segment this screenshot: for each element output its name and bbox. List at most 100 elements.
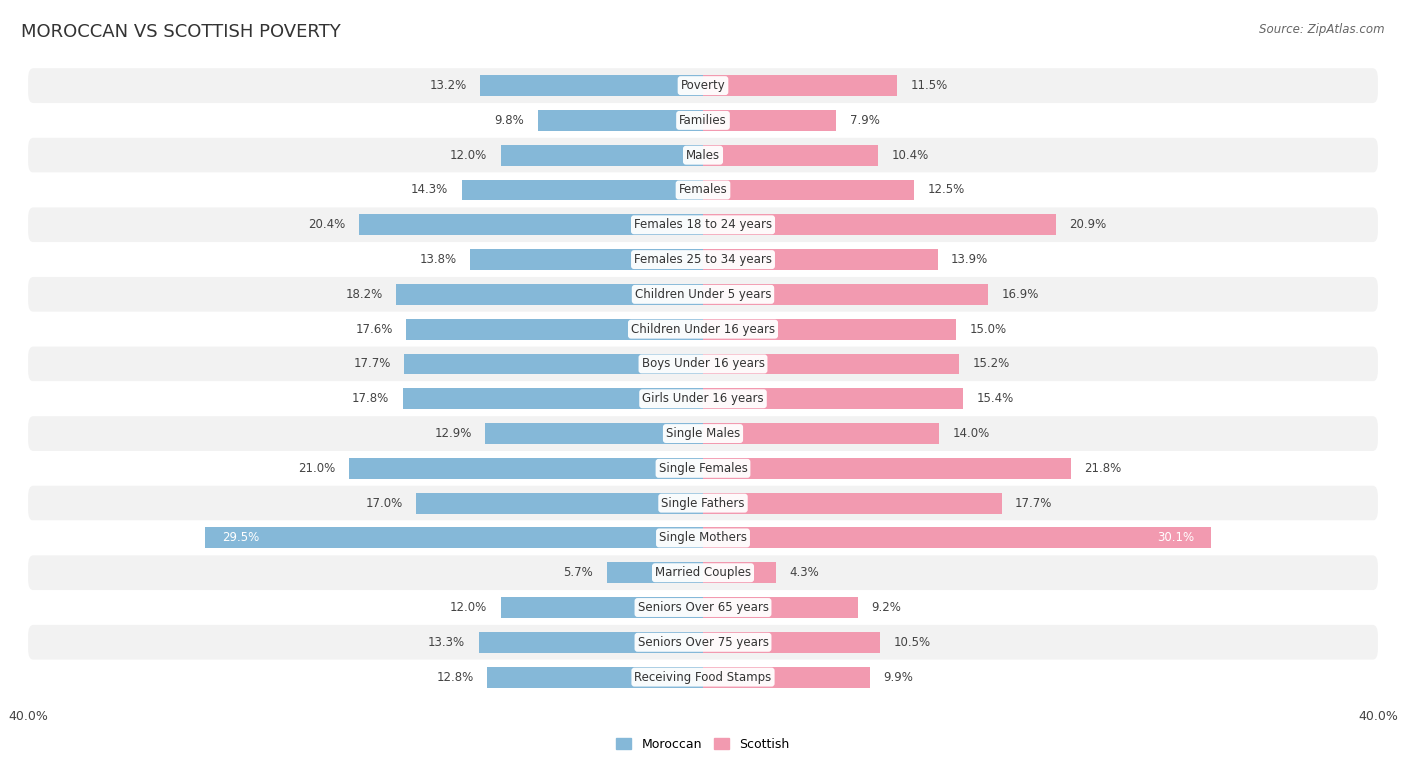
- FancyBboxPatch shape: [28, 451, 1378, 486]
- Text: 15.0%: 15.0%: [970, 323, 1007, 336]
- Bar: [703, 145, 879, 166]
- Bar: [205, 528, 703, 548]
- FancyBboxPatch shape: [28, 381, 1378, 416]
- FancyBboxPatch shape: [28, 173, 1378, 208]
- Bar: [703, 318, 956, 340]
- Text: 5.7%: 5.7%: [564, 566, 593, 579]
- Bar: [501, 145, 703, 166]
- Text: 29.5%: 29.5%: [222, 531, 259, 544]
- FancyBboxPatch shape: [28, 138, 1378, 173]
- Bar: [703, 562, 776, 583]
- Text: 9.8%: 9.8%: [495, 114, 524, 127]
- Text: Receiving Food Stamps: Receiving Food Stamps: [634, 671, 772, 684]
- FancyBboxPatch shape: [28, 277, 1378, 312]
- Bar: [416, 493, 703, 514]
- Bar: [470, 249, 703, 270]
- Text: 21.8%: 21.8%: [1084, 462, 1122, 475]
- Text: 12.5%: 12.5%: [928, 183, 965, 196]
- Text: 12.0%: 12.0%: [450, 149, 486, 161]
- FancyBboxPatch shape: [28, 590, 1378, 625]
- Text: 7.9%: 7.9%: [849, 114, 880, 127]
- Text: Females 18 to 24 years: Females 18 to 24 years: [634, 218, 772, 231]
- Bar: [703, 632, 880, 653]
- Text: 14.0%: 14.0%: [953, 427, 990, 440]
- Text: Males: Males: [686, 149, 720, 161]
- Text: Boys Under 16 years: Boys Under 16 years: [641, 358, 765, 371]
- Text: 15.2%: 15.2%: [973, 358, 1010, 371]
- Text: Single Males: Single Males: [666, 427, 740, 440]
- Text: 17.8%: 17.8%: [352, 392, 389, 406]
- Bar: [396, 284, 703, 305]
- FancyBboxPatch shape: [28, 556, 1378, 590]
- Text: 14.3%: 14.3%: [411, 183, 449, 196]
- Bar: [703, 597, 858, 618]
- Text: MOROCCAN VS SCOTTISH POVERTY: MOROCCAN VS SCOTTISH POVERTY: [21, 23, 340, 41]
- Bar: [703, 110, 837, 131]
- Text: 18.2%: 18.2%: [346, 288, 382, 301]
- Bar: [486, 667, 703, 688]
- FancyBboxPatch shape: [28, 416, 1378, 451]
- Text: Females 25 to 34 years: Females 25 to 34 years: [634, 253, 772, 266]
- Bar: [703, 180, 914, 200]
- FancyBboxPatch shape: [28, 312, 1378, 346]
- Text: 30.1%: 30.1%: [1157, 531, 1194, 544]
- Bar: [501, 597, 703, 618]
- Text: Source: ZipAtlas.com: Source: ZipAtlas.com: [1260, 23, 1385, 36]
- FancyBboxPatch shape: [28, 346, 1378, 381]
- Bar: [402, 388, 703, 409]
- Legend: Moroccan, Scottish: Moroccan, Scottish: [612, 733, 794, 756]
- Bar: [607, 562, 703, 583]
- Bar: [406, 318, 703, 340]
- FancyBboxPatch shape: [28, 103, 1378, 138]
- Text: 9.2%: 9.2%: [872, 601, 901, 614]
- Bar: [359, 215, 703, 235]
- Text: 21.0%: 21.0%: [298, 462, 335, 475]
- Text: 13.9%: 13.9%: [950, 253, 988, 266]
- Text: 13.8%: 13.8%: [419, 253, 457, 266]
- Text: 17.0%: 17.0%: [366, 496, 402, 509]
- Text: Children Under 5 years: Children Under 5 years: [634, 288, 772, 301]
- Text: Seniors Over 75 years: Seniors Over 75 years: [637, 636, 769, 649]
- Bar: [703, 249, 938, 270]
- Bar: [478, 632, 703, 653]
- Text: 13.3%: 13.3%: [427, 636, 465, 649]
- Text: Females: Females: [679, 183, 727, 196]
- Bar: [703, 493, 1001, 514]
- Text: Seniors Over 65 years: Seniors Over 65 years: [637, 601, 769, 614]
- Bar: [349, 458, 703, 479]
- FancyBboxPatch shape: [28, 521, 1378, 556]
- Text: Girls Under 16 years: Girls Under 16 years: [643, 392, 763, 406]
- Text: 16.9%: 16.9%: [1001, 288, 1039, 301]
- Bar: [703, 284, 988, 305]
- Bar: [481, 75, 703, 96]
- Bar: [703, 458, 1071, 479]
- Text: 10.5%: 10.5%: [894, 636, 931, 649]
- Text: 12.9%: 12.9%: [434, 427, 472, 440]
- FancyBboxPatch shape: [28, 625, 1378, 659]
- Text: 10.4%: 10.4%: [891, 149, 929, 161]
- FancyBboxPatch shape: [28, 486, 1378, 521]
- Text: 20.9%: 20.9%: [1069, 218, 1107, 231]
- Text: 4.3%: 4.3%: [789, 566, 818, 579]
- Text: 20.4%: 20.4%: [308, 218, 346, 231]
- Text: 9.9%: 9.9%: [883, 671, 914, 684]
- Bar: [703, 75, 897, 96]
- Bar: [537, 110, 703, 131]
- Text: Children Under 16 years: Children Under 16 years: [631, 323, 775, 336]
- Text: Single Fathers: Single Fathers: [661, 496, 745, 509]
- Text: 15.4%: 15.4%: [976, 392, 1014, 406]
- Bar: [485, 423, 703, 444]
- Bar: [703, 388, 963, 409]
- FancyBboxPatch shape: [28, 659, 1378, 694]
- Text: 13.2%: 13.2%: [430, 79, 467, 92]
- Text: 17.7%: 17.7%: [1015, 496, 1053, 509]
- FancyBboxPatch shape: [28, 208, 1378, 243]
- Bar: [703, 353, 959, 374]
- Bar: [461, 180, 703, 200]
- Text: Married Couples: Married Couples: [655, 566, 751, 579]
- Text: Poverty: Poverty: [681, 79, 725, 92]
- Text: Families: Families: [679, 114, 727, 127]
- Bar: [703, 215, 1056, 235]
- Text: Single Mothers: Single Mothers: [659, 531, 747, 544]
- Text: 12.8%: 12.8%: [436, 671, 474, 684]
